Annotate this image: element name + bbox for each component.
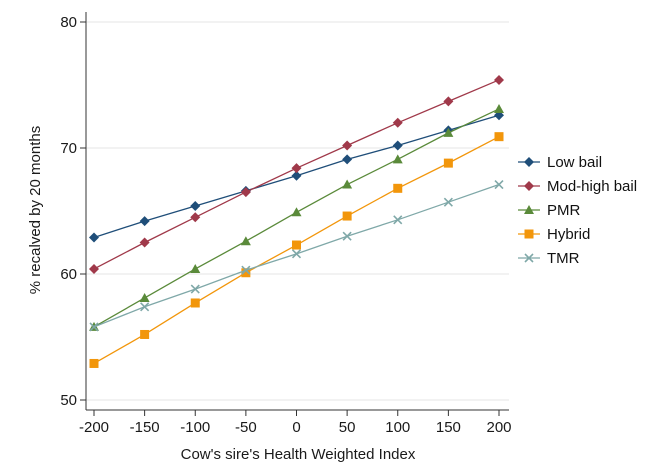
series-tmr: [89, 179, 504, 332]
marker-stroke: [494, 179, 504, 190]
data-point-mod-high-bail: [392, 117, 403, 128]
x-tick-label: -50: [235, 419, 257, 436]
legend-item-hybrid: Hybrid: [518, 226, 590, 243]
x-tick-label: 100: [385, 419, 410, 436]
legend-item-low-bail: Low bail: [518, 154, 602, 171]
series-pmr: [89, 103, 504, 331]
axes: 50 60 70 80 -200 -150 -100 -50 0 50 100 150 200: [60, 12, 512, 436]
data-point-pmr: [494, 103, 504, 113]
legend-label: TMR: [547, 250, 580, 267]
data-point-hybrid: [443, 158, 453, 168]
y-tick-label: 70: [60, 140, 77, 157]
data-point-mod-high-bail: [240, 187, 251, 198]
y-tick-label: 80: [60, 14, 77, 31]
data-point-hybrid: [494, 132, 504, 142]
data-point-tmr: [393, 215, 403, 225]
data-point-low-bail: [89, 232, 99, 243]
data-point-hybrid: [241, 268, 251, 278]
marker-stroke: [393, 215, 403, 225]
data-point-pmr: [443, 127, 454, 137]
legend-marker: [524, 157, 534, 167]
data-point-low-bail: [291, 170, 302, 181]
data-point-low-bail: [190, 200, 201, 211]
data-point-pmr: [291, 207, 302, 217]
marker-stroke: [342, 231, 352, 241]
series-mod-high-bail: [89, 74, 504, 274]
data-point-mod-high-bail: [342, 140, 353, 151]
data-point-low-bail: [392, 140, 403, 151]
gridlines: [86, 21, 509, 401]
x-tick-label: -100: [180, 419, 210, 436]
legend-marker: [524, 181, 534, 191]
data-point-tmr: [140, 302, 150, 312]
x-tick-label: -150: [130, 419, 160, 436]
y-tick-label: 60: [60, 266, 77, 283]
marker-stroke: [241, 265, 251, 275]
marker-stroke: [291, 249, 302, 259]
data-point-pmr: [190, 263, 201, 273]
marker-stroke: [140, 302, 150, 312]
data-point-mod-high-bail: [89, 263, 99, 274]
x-tick-label: -200: [79, 419, 109, 436]
data-point-mod-high-bail: [139, 237, 150, 248]
data-point-tmr: [494, 179, 504, 190]
legend-label: Mod-high bail: [547, 178, 637, 195]
data-point-mod-high-bail: [443, 96, 454, 107]
marker-stroke: [89, 322, 99, 332]
data-point-low-bail: [342, 154, 353, 165]
marker-stroke: [443, 197, 453, 207]
data-point-hybrid: [89, 358, 99, 368]
x-tick-label: 150: [436, 419, 461, 436]
data-point-tmr: [342, 231, 352, 241]
data-point-hybrid: [393, 183, 403, 193]
legend-item-tmr: TMR: [518, 250, 580, 267]
data-point-hybrid: [140, 329, 150, 339]
legend-marker: [524, 205, 534, 214]
data-point-tmr: [190, 284, 200, 294]
data-point-pmr: [342, 179, 353, 189]
legend-marker: [524, 253, 534, 263]
data-point-mod-high-bail: [190, 212, 201, 223]
data-point-hybrid: [342, 211, 352, 221]
data-point-hybrid: [292, 240, 301, 250]
data-point-hybrid: [190, 298, 200, 308]
marker-stroke: [524, 253, 534, 263]
x-tick-label: 200: [486, 419, 511, 436]
data-point-mod-high-bail: [494, 74, 504, 85]
y-axis-title: % recalved by 20 months: [27, 126, 44, 294]
data-point-tmr: [443, 197, 453, 207]
marker-stroke: [190, 284, 200, 294]
legend-item-pmr: PMR: [518, 202, 581, 219]
legend-label: Low bail: [547, 154, 602, 171]
data-point-tmr: [89, 322, 99, 332]
data-point-tmr: [241, 265, 251, 275]
data-point-mod-high-bail: [291, 163, 302, 174]
x-axis-title: Cow's sire's Health Weighted Index: [181, 446, 416, 463]
legend-label: PMR: [547, 202, 581, 219]
y-tick-label: 50: [60, 392, 77, 409]
data-point-pmr: [392, 154, 403, 164]
legend-marker: [524, 229, 534, 239]
series-layer: [89, 74, 504, 368]
data-point-low-bail: [139, 216, 150, 227]
legend-item-mod-high-bail: Mod-high bail: [518, 178, 637, 195]
legend-label: Hybrid: [547, 226, 590, 243]
data-point-tmr: [291, 249, 302, 259]
x-tick-label: 0: [292, 419, 300, 436]
x-tick-label: 50: [339, 419, 356, 436]
legend: Low bail Mod-high bail PMR Hybrid TMR: [518, 154, 637, 267]
data-point-pmr: [139, 292, 150, 302]
data-point-pmr: [240, 236, 251, 246]
series-hybrid: [89, 132, 504, 368]
